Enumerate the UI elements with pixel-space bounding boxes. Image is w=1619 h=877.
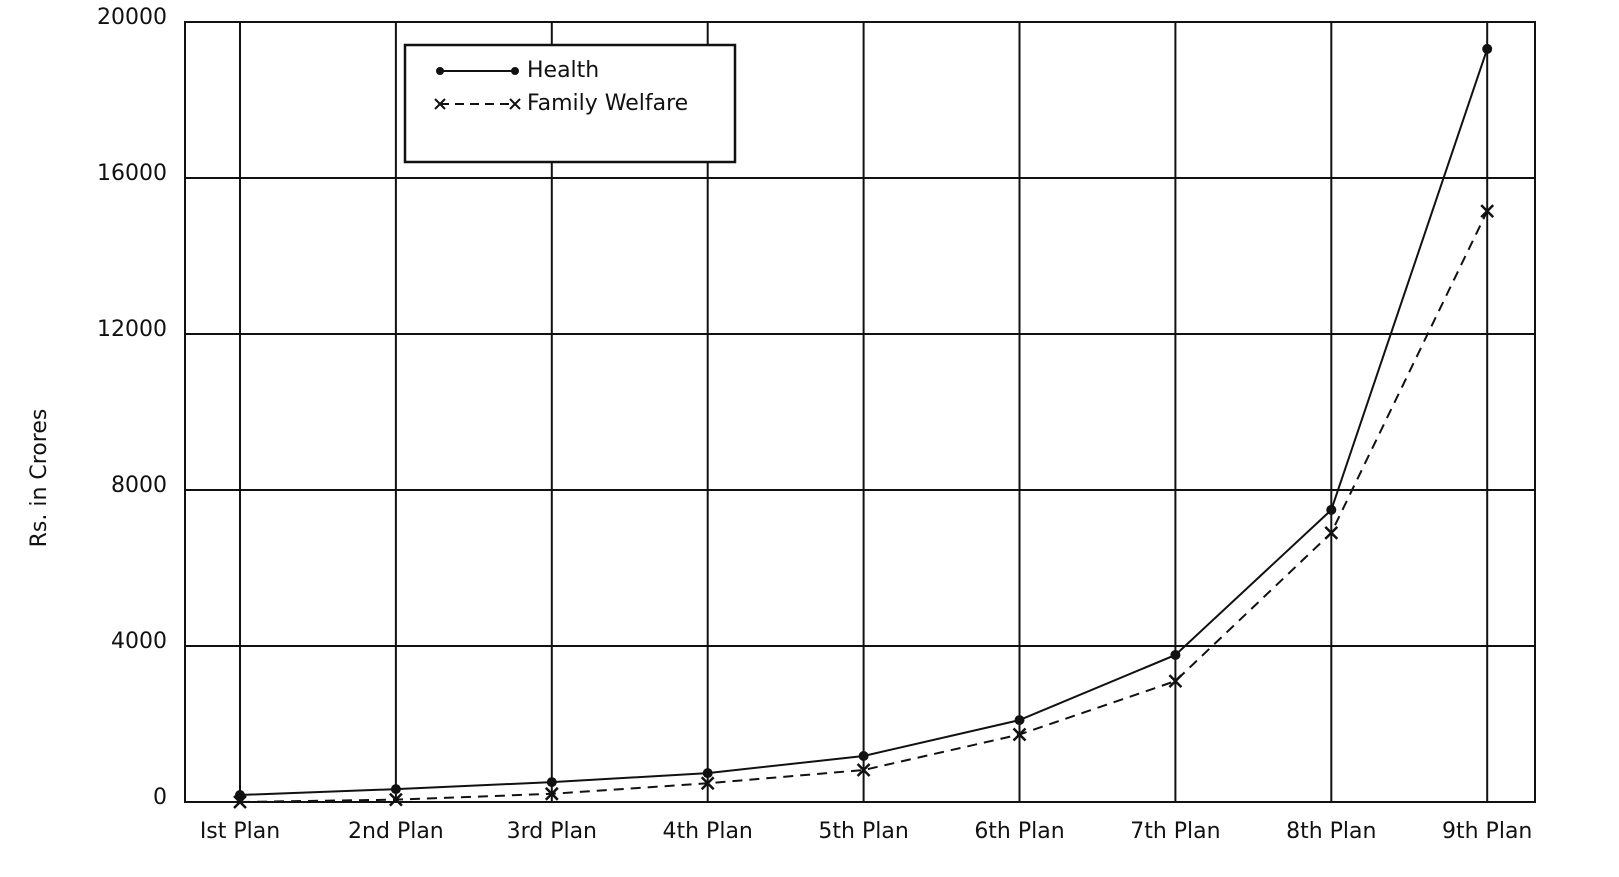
- x-tick-label: 8th Plan: [1286, 819, 1376, 844]
- marker: [700, 776, 715, 791]
- marker: [1170, 649, 1181, 660]
- x-tick-label: 4th Plan: [663, 819, 753, 844]
- y-tick-label: 4000: [111, 629, 167, 654]
- y-tick-label: 8000: [111, 473, 167, 498]
- legend-marker: [509, 98, 521, 110]
- marker: [858, 750, 869, 761]
- x-tick-label: 9th Plan: [1442, 819, 1532, 844]
- marker: [856, 763, 871, 777]
- x-tick-label: 5th Plan: [818, 819, 908, 844]
- marker: [1480, 204, 1495, 219]
- legend-marker: [434, 98, 446, 110]
- y-tick-label: 12000: [97, 317, 167, 342]
- marker: [389, 792, 403, 807]
- marker: [1012, 727, 1027, 742]
- marker: [390, 784, 401, 795]
- legend-marker: [436, 67, 444, 75]
- y-tick-label: 20000: [97, 5, 167, 30]
- y-axis-label: Rs. in Crores: [27, 409, 52, 548]
- x-tick-label: Ist Plan: [200, 819, 280, 844]
- marker: [1168, 674, 1183, 688]
- marker: [233, 795, 247, 809]
- legend: Health Family Welfare: [403, 43, 737, 164]
- legend-label: Health: [527, 58, 599, 83]
- x-tick-label: 6th Plan: [974, 819, 1064, 844]
- y-tick-label: 0: [153, 785, 167, 810]
- x-tick-label: 2nd Plan: [348, 819, 444, 844]
- marker: [702, 768, 713, 779]
- legend-marker: [511, 67, 519, 75]
- x-tick-label: 7th Plan: [1130, 819, 1220, 844]
- y-tick-label: 16000: [97, 161, 167, 186]
- legend-label: Family Welfare: [527, 91, 688, 116]
- plot-frame: [184, 21, 1536, 803]
- x-tick-label: 3rd Plan: [507, 819, 597, 844]
- marker: [1326, 504, 1337, 515]
- marker: [1014, 715, 1025, 726]
- marker: [544, 786, 559, 801]
- marker: [546, 777, 557, 788]
- line-series: [239, 210, 1489, 803]
- marker: [235, 789, 245, 800]
- marker: [1324, 526, 1339, 540]
- marker: [1482, 43, 1493, 54]
